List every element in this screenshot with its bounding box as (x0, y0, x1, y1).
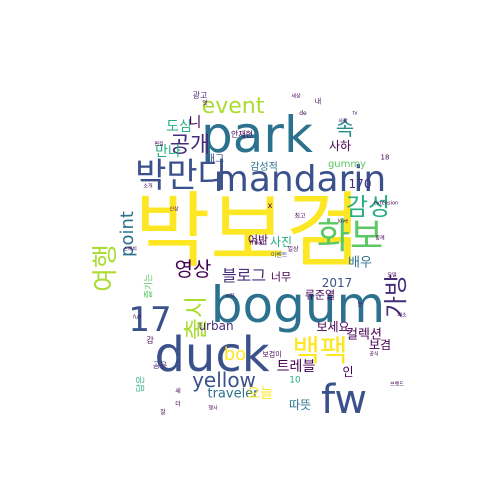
cloud-word: 오늘 (247, 386, 273, 402)
cloud-word: 세상 (291, 93, 301, 100)
cloud-word: 트레블 (276, 359, 316, 375)
cloud-word: 여행 (91, 244, 121, 292)
cloud-word: 스케치 (123, 246, 137, 253)
cloud-word: 박만다 (135, 156, 229, 196)
cloud-word: 편집 (154, 141, 164, 148)
cloud-word: 감성적 (250, 162, 278, 173)
cloud-word: 신상 (169, 206, 179, 213)
cloud-word: 백팩 (292, 334, 348, 369)
cloud-word: 보세요 (316, 320, 350, 334)
cloud-word: 이벤트 (270, 252, 288, 259)
cloud-word: 사진 (269, 235, 293, 249)
cloud-word: 미소 (397, 312, 407, 319)
cloud-word: urban (198, 319, 234, 333)
cloud-word: 새 (175, 388, 181, 395)
cloud-word: 잘 (160, 409, 166, 416)
cloud-word: 17 (128, 300, 172, 340)
cloud-word: 멋 (202, 100, 208, 107)
cloud-word: tv (352, 110, 358, 117)
cloud-word: 소개 (143, 183, 153, 190)
cloud-word: 18 (380, 153, 390, 162)
cloud-word: 일상 (287, 246, 299, 253)
cloud-word: 태그 (205, 154, 225, 165)
cloud-word: traveler (207, 386, 259, 402)
cloud-word: 보겸 (368, 338, 392, 352)
cloud-word: 즐기는 (144, 273, 155, 299)
cloud-word: 배우 (348, 255, 372, 271)
cloud-word: yellow (192, 368, 256, 392)
cloud-word: mian (249, 238, 267, 247)
cloud-word: 영상 (174, 257, 212, 281)
cloud-word: 너무 (270, 270, 292, 284)
cloud-word: park (201, 106, 313, 164)
cloud-word: duck (154, 327, 270, 383)
cloud-word: 공개 (169, 133, 211, 158)
cloud-word: extension (373, 200, 399, 207)
cloud-word: 10 (289, 375, 301, 386)
cloud-word: 블로그 (221, 266, 267, 285)
cloud-word: bo (223, 344, 247, 365)
cloud-word: 속 (335, 116, 355, 140)
cloud-word: fw (320, 377, 368, 423)
cloud-word: bogum (210, 276, 386, 334)
cloud-word: 함께 (375, 235, 385, 242)
cloud-word: 공식 (369, 351, 379, 358)
cloud-word: 화보 (316, 216, 384, 257)
cloud-word: full (133, 314, 141, 321)
cloud-word: de (299, 110, 307, 117)
cloud-word: 사랑 (338, 118, 348, 125)
cloud-word: 2017 (321, 276, 353, 290)
cloud-word: 출시 (182, 295, 210, 341)
cloud-word: 따뜻 (288, 398, 312, 412)
cloud-word: 도심 (166, 119, 192, 135)
cloud-word: 감성 (345, 193, 391, 221)
cloud-word: 170 (348, 177, 372, 191)
cloud-word: 담은 (136, 375, 147, 393)
cloud-word: 류준열 (304, 288, 336, 302)
cloud-word: 만나 (155, 144, 181, 160)
cloud-word: 인 (342, 365, 354, 379)
cloud-word: 브랜드 (390, 381, 404, 388)
cloud-word: 박보검 (134, 184, 362, 279)
cloud-word: 보검이 (262, 350, 282, 359)
cloud-word: 컬렉션 (346, 327, 382, 343)
cloud-word: 최고 (294, 213, 306, 220)
cloud-word: gummy (327, 159, 367, 170)
cloud-word: 사하 (328, 139, 352, 153)
cloud-word: 어반 (247, 233, 269, 247)
cloud-word: 행사 (208, 405, 218, 412)
cloud-word: 공유 (152, 361, 168, 370)
cloud-word: x (267, 201, 273, 210)
cloud-word: event (201, 94, 265, 119)
cloud-word: 가방 (382, 273, 410, 319)
cloud-word: 광고 (192, 91, 208, 100)
cloud-word: 더 (175, 401, 181, 408)
cloud-word: 안재현 (230, 130, 254, 139)
cloud-word: 모델 (387, 272, 397, 279)
cloud-word: 감 (146, 336, 154, 345)
cloud-word: 눈 (357, 301, 363, 308)
cloud-word: 내 (314, 97, 322, 106)
cloud-word: 니 (188, 115, 202, 131)
cloud-word: love (337, 218, 349, 225)
cloud-word: 시작 (225, 293, 235, 300)
cloud-word: mandarin (213, 159, 387, 200)
